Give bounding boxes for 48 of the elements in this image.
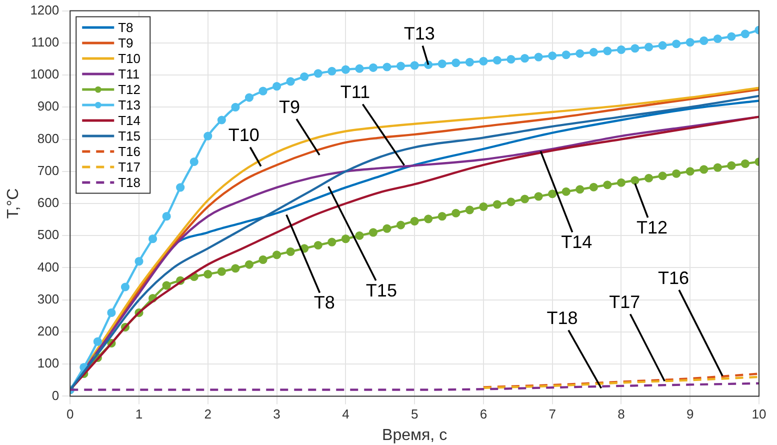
y-tick-label: 600 — [37, 195, 60, 210]
x-tick-label: 5 — [410, 406, 418, 422]
legend-label: T16 — [118, 144, 141, 160]
x-tick-label: 0 — [66, 406, 74, 422]
y-tick-label: 400 — [37, 259, 60, 274]
legend-label: T14 — [118, 113, 141, 128]
legend-label: T11 — [118, 66, 140, 82]
x-tick-label: 4 — [342, 406, 350, 422]
y-tick-label: 0 — [52, 388, 60, 403]
legend-label: T9 — [118, 36, 134, 51]
x-tick-label: 2 — [204, 406, 212, 422]
annotation: T8 — [314, 292, 335, 313]
y-tick-label: 300 — [37, 291, 60, 306]
y-tick-label: 900 — [37, 98, 60, 114]
x-tick-label: 3 — [273, 406, 280, 422]
annotation: T15 — [366, 280, 397, 300]
y-tick-label: 100 — [37, 356, 60, 371]
annotation: T14 — [561, 232, 592, 252]
annotation: T17 — [609, 292, 640, 312]
x-axis-title: Время, с — [382, 426, 448, 444]
annotation: T18 — [546, 308, 578, 328]
x-tick-label: 6 — [480, 406, 488, 422]
y-tick-label: 200 — [37, 324, 60, 339]
y-tick-label: 1000 — [30, 66, 60, 82]
y-tick-label: 1200 — [30, 2, 60, 18]
legend-label: T13 — [118, 98, 141, 113]
legend-label: T15 — [118, 128, 141, 144]
annotation: T16 — [658, 268, 690, 288]
legend-label: T10 — [118, 51, 141, 66]
annotation: T11 — [340, 82, 370, 102]
y-tick-label: 800 — [37, 130, 60, 146]
legend-label: T12 — [118, 82, 141, 98]
legend-label: T8 — [118, 20, 134, 36]
legend-label: T17 — [118, 160, 141, 175]
x-tick-label: 10 — [752, 406, 766, 422]
annotation: T9 — [278, 96, 300, 117]
x-tick-label: 9 — [686, 406, 694, 422]
annotation: T12 — [636, 218, 668, 238]
legend-label: T18 — [118, 175, 141, 190]
y-tick-label: 500 — [37, 227, 60, 242]
x-tick-label: 8 — [618, 406, 625, 422]
annotation: T13 — [404, 24, 435, 44]
y-tick-label: 700 — [37, 162, 60, 178]
annotation: T10 — [228, 125, 260, 146]
y-axis-title: T,°C — [5, 188, 22, 219]
y-tick-label: 1100 — [31, 34, 60, 50]
x-tick-label: 1 — [135, 406, 143, 422]
x-tick-label: 7 — [548, 406, 556, 422]
